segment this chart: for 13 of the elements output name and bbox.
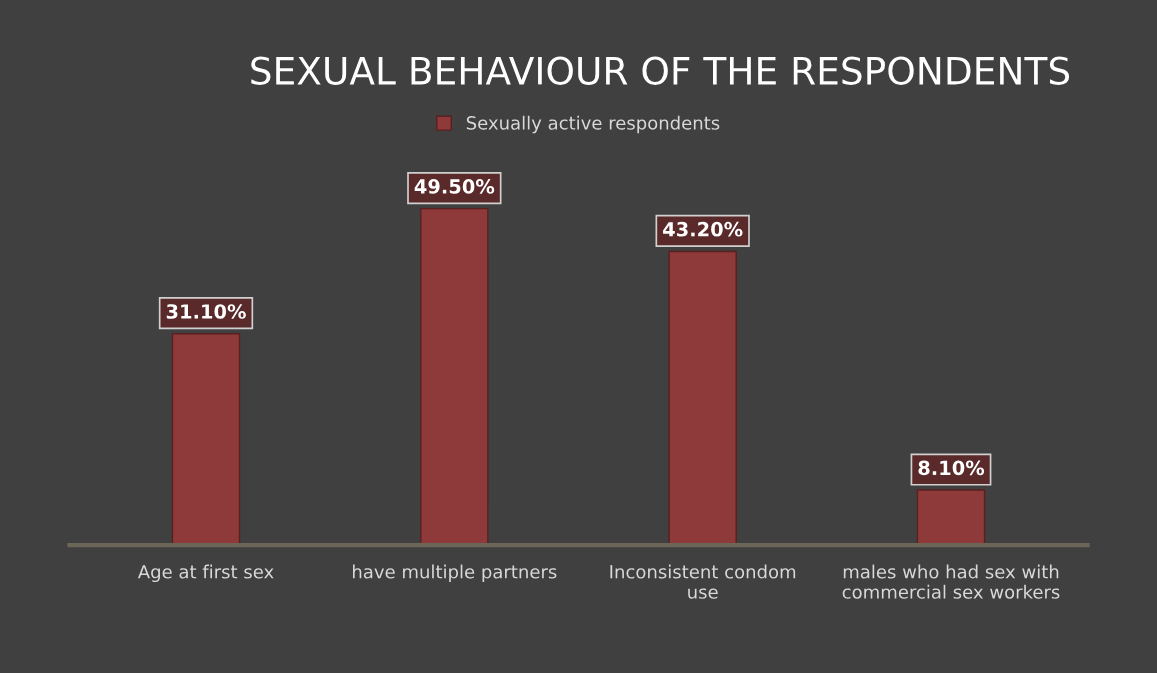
data-label: 31.10% — [166, 304, 246, 319]
legend-label: Sexually active respondents — [466, 115, 720, 134]
x-tick-label: have multiple partners — [353, 564, 557, 583]
bar — [171, 333, 241, 546]
chart-title: SEXUAL BEHAVIOUR OF THE RESPONDENTS — [251, 56, 1070, 85]
x-tick-label: males who had sex with commercial sex workers — [842, 564, 1060, 599]
bar — [668, 250, 737, 546]
x-tick-label: Age at first sex — [137, 564, 274, 583]
x-tick-label: Inconsistent condom use — [610, 564, 796, 599]
data-label: 43.20% — [663, 221, 743, 237]
data-label: 8.10% — [918, 460, 985, 476]
data-label: 49.50% — [414, 179, 495, 194]
bar — [916, 489, 986, 546]
